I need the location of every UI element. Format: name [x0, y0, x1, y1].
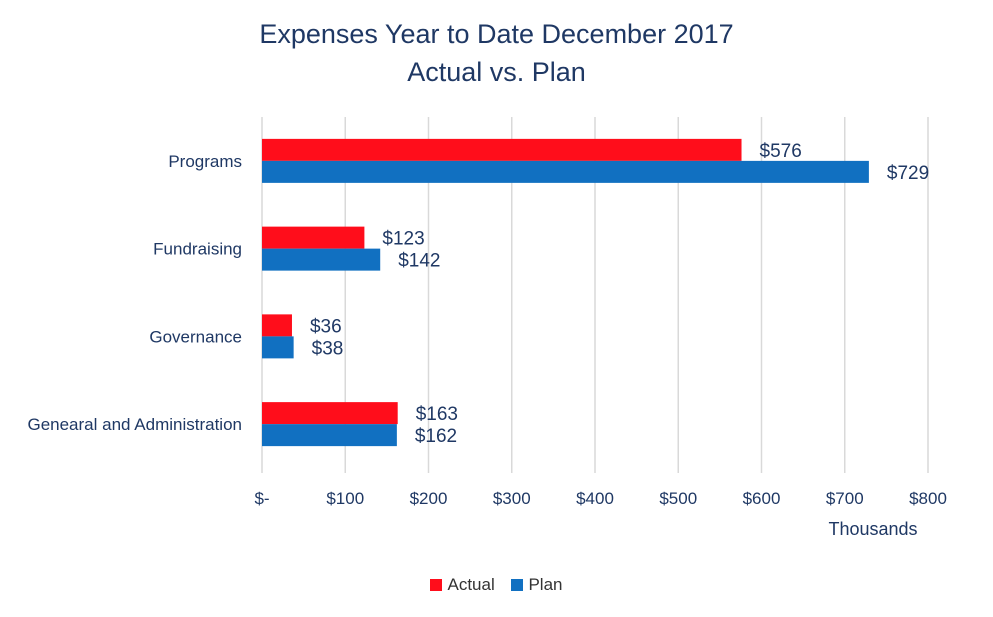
- data-label-actual: $576: [760, 141, 802, 162]
- legend-item-plan: Plan: [511, 575, 563, 595]
- bar-actual: [262, 402, 398, 425]
- x-tick-label: $-: [254, 489, 269, 508]
- chart-title: Expenses Year to Date December 2017: [259, 19, 734, 49]
- x-tick-label: $200: [410, 489, 448, 508]
- data-label-plan: $162: [415, 426, 457, 447]
- legend: Actual Plan: [0, 575, 993, 596]
- category-label: Fundraising: [153, 240, 242, 259]
- category-label: Programs: [168, 152, 242, 171]
- bar-plan: [262, 160, 869, 183]
- bar-plan: [262, 248, 381, 271]
- data-label-plan: $729: [887, 163, 929, 184]
- data-label-actual: $123: [382, 229, 424, 250]
- bar-plan: [262, 336, 294, 359]
- category-label: Governance: [149, 327, 242, 346]
- x-axis-label: Thousands: [828, 519, 917, 539]
- data-label-actual: $36: [310, 316, 342, 337]
- chart-subtitle: Actual vs. Plan: [407, 57, 586, 87]
- legend-swatch-actual: [430, 579, 443, 591]
- data-label-actual: $163: [416, 404, 458, 425]
- x-tick-label: $600: [743, 489, 781, 508]
- bar-actual: [262, 314, 292, 337]
- data-label-plan: $38: [312, 338, 344, 359]
- category-label: Genearal and Administration: [27, 415, 242, 434]
- legend-item-actual: Actual: [430, 575, 495, 595]
- bar-plan: [262, 424, 397, 447]
- x-tick-label: $300: [493, 489, 531, 508]
- legend-label-plan: Plan: [528, 575, 563, 594]
- x-tick-label: $500: [659, 489, 697, 508]
- legend-swatch-plan: [511, 579, 524, 591]
- legend-label-actual: Actual: [447, 575, 495, 594]
- x-tick-label: $100: [326, 489, 364, 508]
- bar-actual: [262, 138, 742, 161]
- data-label-plan: $142: [398, 251, 440, 272]
- x-tick-label: $700: [826, 489, 864, 508]
- bar-actual: [262, 226, 365, 249]
- x-tick-label: $800: [909, 489, 947, 508]
- x-tick-label: $400: [576, 489, 614, 508]
